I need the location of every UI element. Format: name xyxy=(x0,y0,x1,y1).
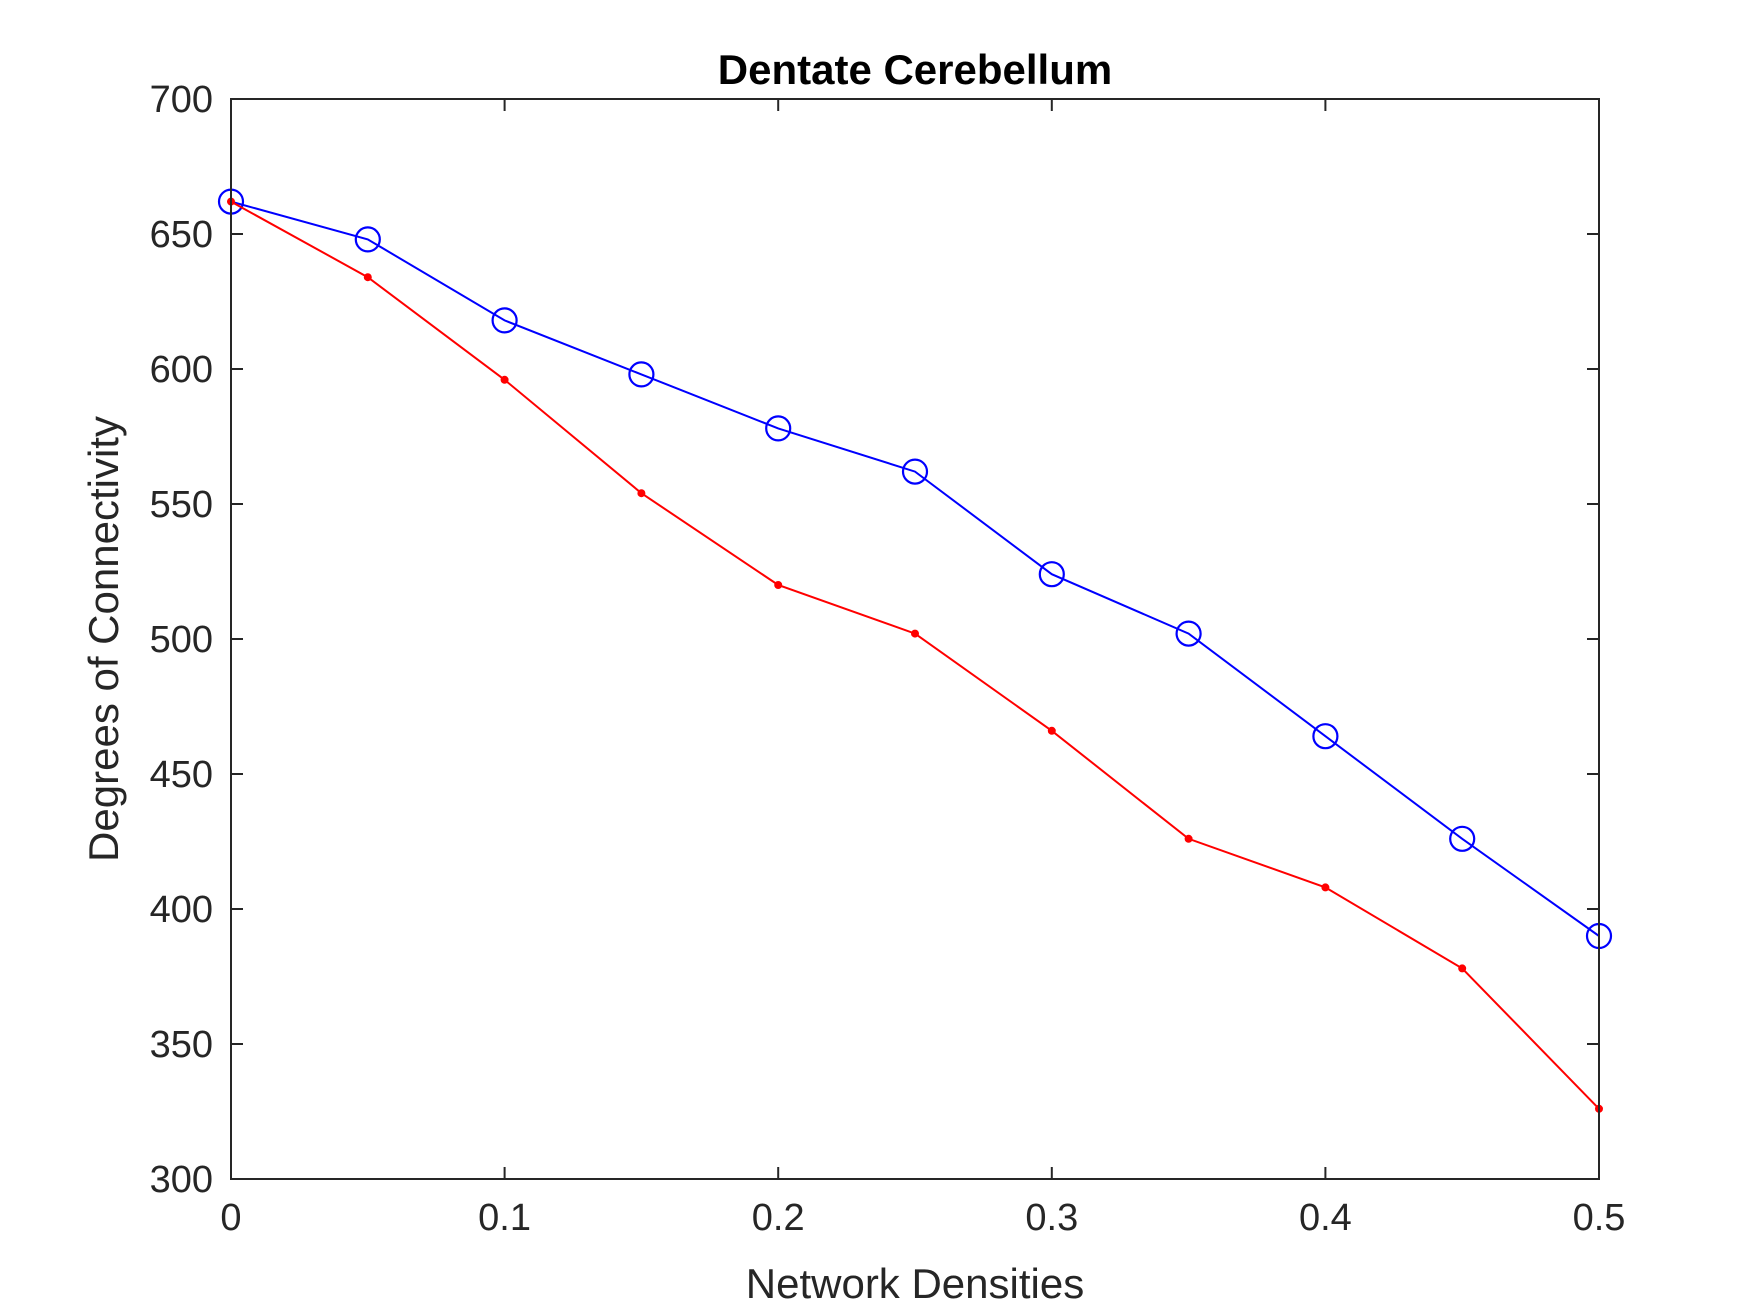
x-tick-label: 0.5 xyxy=(1573,1197,1626,1239)
x-tick-label: 0.3 xyxy=(1025,1197,1078,1239)
data-point xyxy=(1184,834,1193,843)
y-tick-label: 450 xyxy=(150,754,213,796)
data-point xyxy=(1321,883,1330,892)
y-axis-ticks: 300 350 400 450 500 550 600 650 700 xyxy=(150,79,1599,1201)
y-axis-label: Degrees of Connectivity xyxy=(80,416,127,862)
x-axis-ticks: 0 0.1 0.2 0.3 0.4 0.5 xyxy=(220,99,1625,1239)
plot-area xyxy=(231,99,1599,1179)
data-point xyxy=(911,629,919,638)
series-2 xyxy=(227,197,1603,1113)
y-tick-label: 350 xyxy=(150,1024,213,1066)
series-line xyxy=(230,200,1600,937)
data-point xyxy=(491,307,518,334)
y-tick-label: 500 xyxy=(150,619,213,661)
data-point xyxy=(1038,561,1065,588)
x-tick-label: 0 xyxy=(220,1197,241,1239)
chart-title: Dentate Cerebellum xyxy=(718,46,1112,93)
data-point xyxy=(774,581,783,589)
y-tick-label: 700 xyxy=(150,79,213,121)
y-tick-label: 300 xyxy=(150,1159,213,1201)
data-point xyxy=(500,375,509,384)
y-tick-label: 550 xyxy=(150,484,213,526)
data-point xyxy=(628,361,655,388)
data-point xyxy=(1047,726,1056,735)
y-tick-label: 600 xyxy=(150,349,213,391)
y-tick-label: 400 xyxy=(150,889,213,931)
data-point xyxy=(1312,723,1339,750)
data-point xyxy=(901,458,929,485)
x-tick-label: 0.1 xyxy=(478,1197,531,1239)
data-point xyxy=(354,226,381,253)
x-axis-label: Network Densities xyxy=(746,1260,1084,1307)
data-point xyxy=(363,273,372,282)
y-tick-label: 650 xyxy=(150,214,213,256)
x-tick-label: 0.4 xyxy=(1299,1197,1352,1239)
data-point xyxy=(637,489,646,498)
data-point xyxy=(1175,620,1202,647)
data-point xyxy=(765,415,792,442)
x-tick-label: 0.2 xyxy=(752,1197,805,1239)
data-point xyxy=(1458,964,1467,973)
data-point xyxy=(1449,825,1476,852)
